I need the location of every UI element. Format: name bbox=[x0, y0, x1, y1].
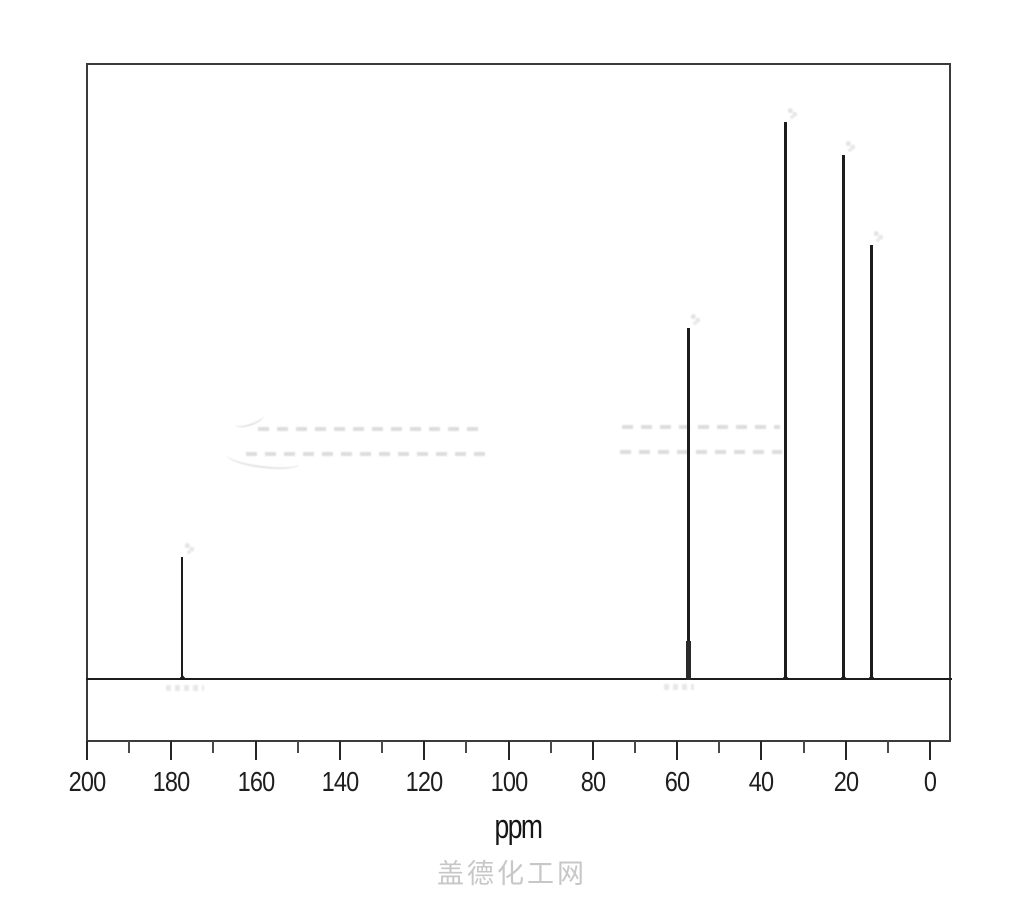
x-axis-tick-minor bbox=[718, 741, 720, 753]
x-axis-tick-major bbox=[929, 741, 931, 760]
x-axis-tick-minor bbox=[887, 741, 889, 753]
x-axis-tick-label: 200 bbox=[68, 766, 107, 797]
x-axis-tick-label: 60 bbox=[664, 766, 690, 797]
spectrum-baseline bbox=[86, 678, 952, 680]
x-axis-tick-major bbox=[339, 741, 341, 760]
nmr-peak-3 bbox=[784, 122, 787, 680]
nmr-peak-shoulder bbox=[686, 641, 691, 680]
x-axis-tick-label: 160 bbox=[237, 766, 276, 797]
baseline-smudge bbox=[664, 684, 694, 690]
x-axis-tick-major bbox=[255, 741, 257, 760]
x-axis-tick-minor bbox=[212, 741, 214, 753]
x-axis-tick-label: 140 bbox=[321, 766, 360, 797]
x-axis-tick-minor bbox=[550, 741, 552, 753]
x-axis-tick-label: 120 bbox=[405, 766, 444, 797]
x-axis-tick-major bbox=[676, 741, 678, 760]
x-axis-tick-label: 40 bbox=[748, 766, 774, 797]
peak-label-smudge bbox=[184, 542, 195, 554]
watermark-smudge-row bbox=[246, 452, 486, 456]
x-axis-tick-minor bbox=[634, 741, 636, 753]
nmr-peak-1 bbox=[181, 557, 183, 680]
peak-label-smudge bbox=[787, 107, 798, 119]
nmr-peak-4 bbox=[842, 155, 845, 680]
x-axis-tick-major bbox=[86, 741, 88, 760]
x-axis-tick-label: 100 bbox=[490, 766, 529, 797]
x-axis-tick-major bbox=[170, 741, 172, 760]
watermark-smudge-row bbox=[620, 450, 782, 454]
x-axis-tick-label: 180 bbox=[152, 766, 191, 797]
x-axis-tick-label: 20 bbox=[833, 766, 859, 797]
x-axis-tick-minor bbox=[128, 741, 130, 753]
x-axis-tick-label: 0 bbox=[923, 766, 937, 797]
watermark-smudge-row bbox=[622, 425, 780, 429]
peak-label-smudge bbox=[690, 313, 701, 325]
x-axis-tick-major bbox=[423, 741, 425, 760]
x-axis-tick-minor bbox=[803, 741, 805, 753]
baseline-smudge bbox=[166, 685, 204, 691]
nmr-peak-2 bbox=[687, 328, 690, 680]
x-axis-tick-minor bbox=[465, 741, 467, 753]
watermark-smudge-row bbox=[258, 427, 482, 431]
nmr-peak-foot bbox=[839, 675, 848, 680]
x-axis-tick-major bbox=[845, 741, 847, 760]
x-axis-title: ppm bbox=[494, 808, 543, 846]
nmr-peak-foot bbox=[867, 675, 876, 680]
nmr-peak-5 bbox=[870, 245, 873, 680]
peak-label-smudge bbox=[873, 230, 884, 242]
x-axis-tick-minor bbox=[297, 741, 299, 753]
watermark-text: 盖德化工网 bbox=[437, 859, 587, 889]
nmr-peak-foot bbox=[178, 675, 187, 680]
peak-label-smudge bbox=[845, 140, 856, 152]
x-axis-tick-label: 80 bbox=[580, 766, 606, 797]
x-axis-tick-major bbox=[592, 741, 594, 760]
x-axis-tick-minor bbox=[381, 741, 383, 753]
plot-frame bbox=[86, 63, 951, 742]
x-axis-tick-major bbox=[508, 741, 510, 760]
nmr-peak-foot bbox=[781, 675, 790, 680]
x-axis-tick-major bbox=[760, 741, 762, 760]
